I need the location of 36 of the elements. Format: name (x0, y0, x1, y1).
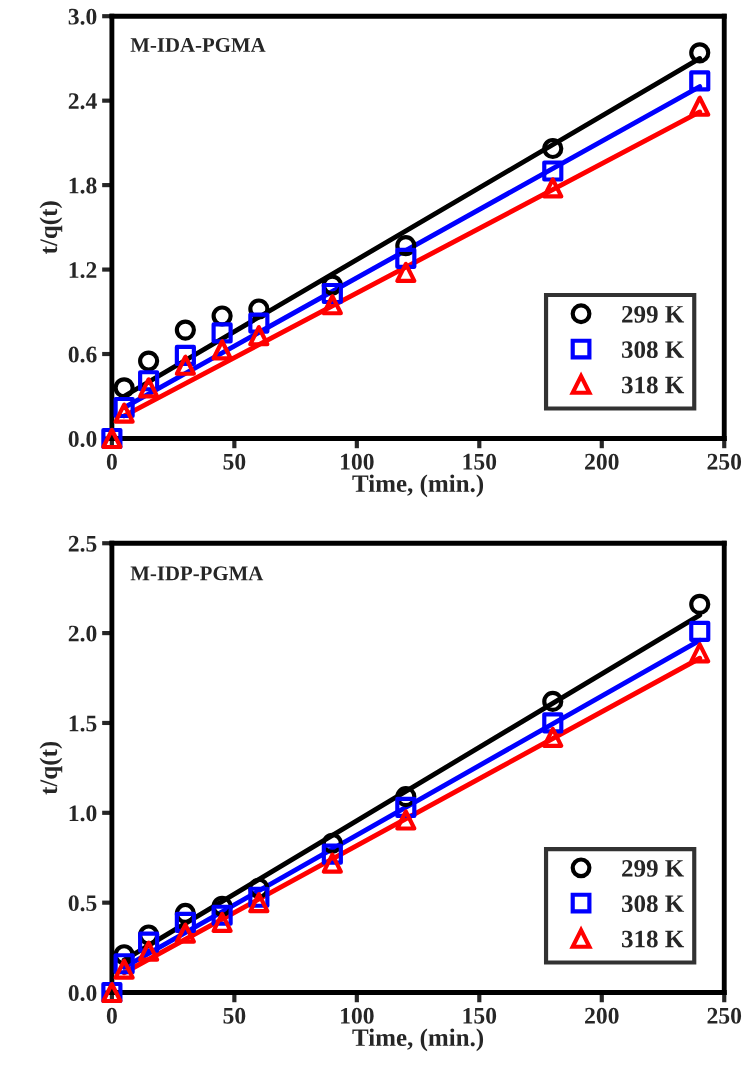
y-axis-title: t/q(t) (39, 201, 63, 255)
y-axis-title: t/q(t) (39, 741, 63, 795)
y-tick-label: 2.0 (68, 625, 97, 642)
x-tick-label: 100 (341, 1007, 374, 1024)
y-tick-label: 1.0 (69, 805, 97, 822)
y-tick-label: 2.4 (68, 93, 97, 110)
y-tick-label: 0.0 (68, 430, 97, 448)
legend-label: 308 K (621, 895, 685, 913)
y-tick-label: 1.5 (69, 715, 97, 732)
x-tick-label: 0 (106, 453, 117, 470)
legend-label: 299 K (622, 859, 685, 877)
y-tick-label: 2.5 (68, 535, 97, 552)
x-tick-label: 150 (463, 453, 497, 470)
x-tick-label: 250 (707, 1007, 742, 1024)
y-tick-label: 0.6 (68, 346, 97, 363)
legend-label: 299 K (622, 305, 685, 323)
x-tick-label: 150 (463, 1007, 497, 1024)
y-tick-label: 0.0 (68, 985, 97, 1002)
legend-label: 318 K (621, 930, 685, 948)
x-axis-title: Time, (min.) (352, 1028, 484, 1052)
legend-label: 308 K (621, 341, 685, 359)
y-tick-label: 0.5 (68, 895, 97, 912)
x-tick-label: 250 (707, 453, 742, 470)
annotation: M-IDA-PGMA (130, 37, 266, 52)
x-tick-label: 200 (585, 453, 619, 470)
y-tick-label: 3.0 (68, 8, 97, 25)
x-axis-title: Time, (min.) (352, 474, 484, 498)
x-tick-label: 200 (585, 1007, 619, 1024)
legend-label: 318 K (621, 376, 685, 394)
x-tick-label: 0 (106, 1007, 117, 1024)
y-tick-label: 1.2 (69, 262, 97, 279)
x-tick-label: 50 (223, 453, 246, 470)
x-tick-label: 50 (223, 1007, 246, 1024)
annotation: M-IDP-PGMA (130, 566, 264, 581)
y-tick-label: 1.8 (69, 177, 97, 194)
x-tick-label: 100 (341, 453, 374, 470)
